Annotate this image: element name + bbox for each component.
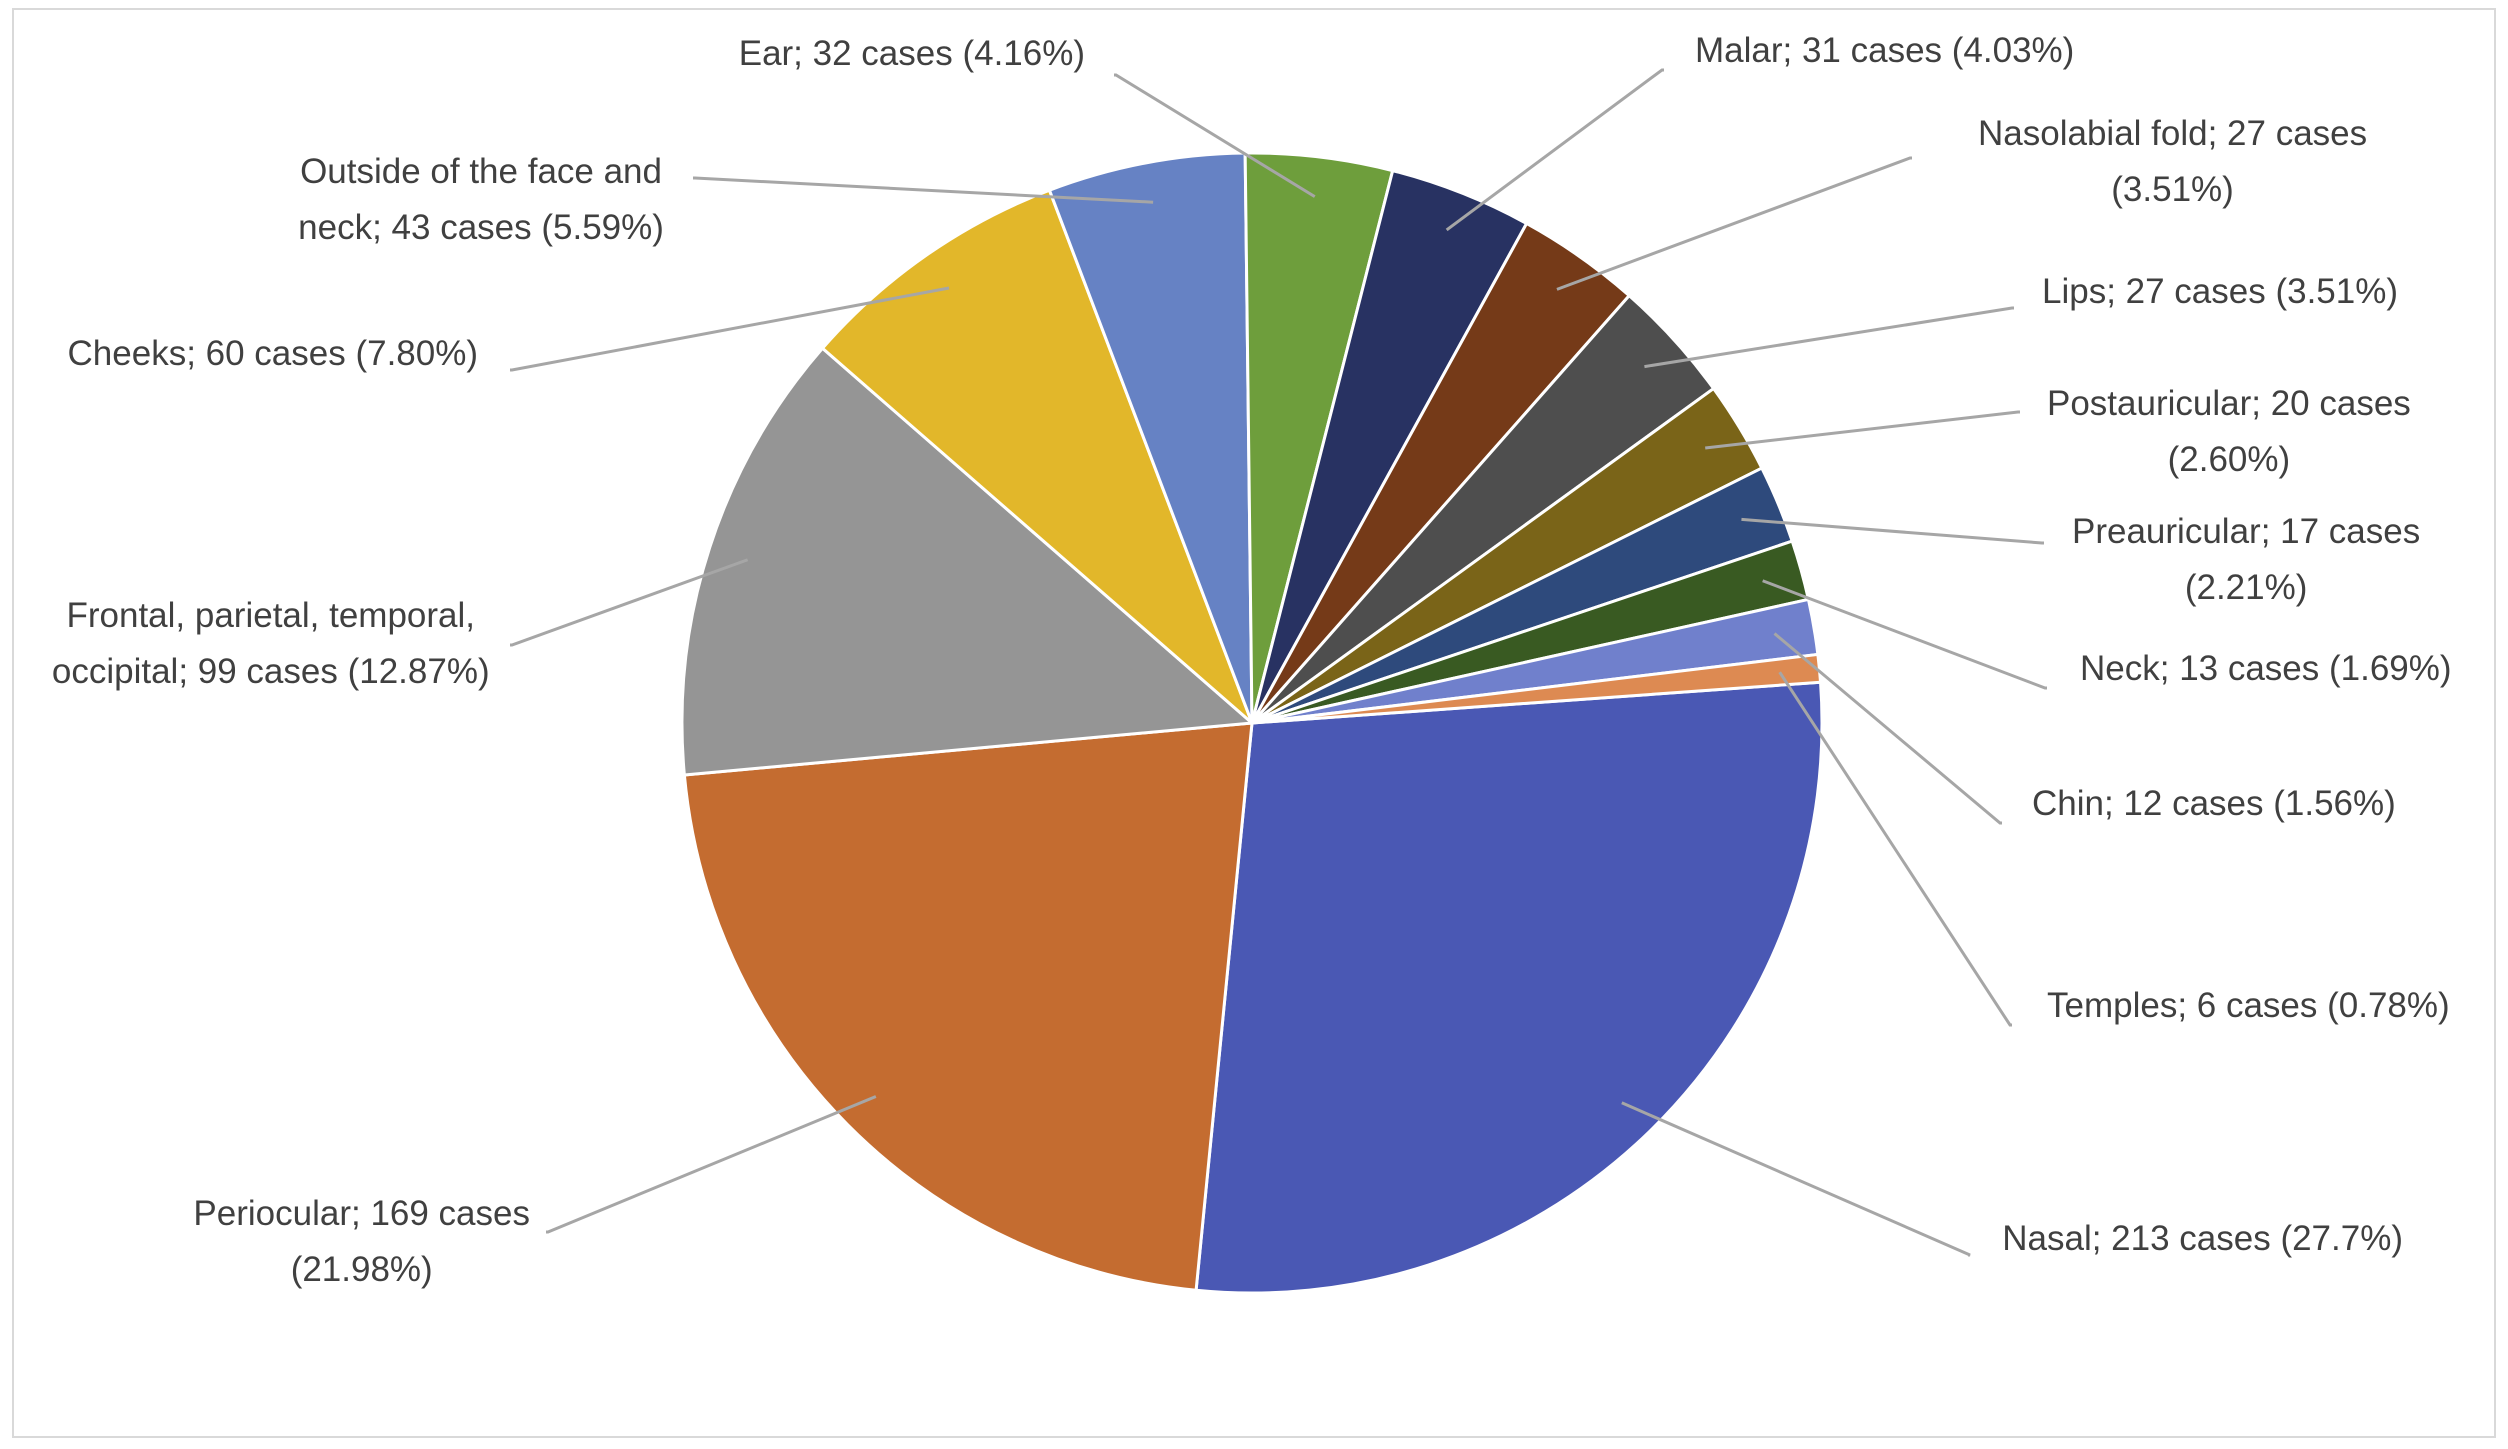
- leader-line-5: [1114, 73, 1316, 198]
- slice-label-3: Cheeks; 60 cases (7.80%): [68, 334, 478, 373]
- slice-label-line: Outside of the face and: [300, 152, 662, 191]
- pie-slice-4: [1047, 151, 1254, 724]
- pie-slices: [680, 151, 1824, 1295]
- slice-label-line: Nasolabial fold; 27 cases: [1978, 114, 2367, 153]
- leader-line-9: [1705, 410, 2020, 450]
- slice-label-line: Postauricular; 20 cases: [2047, 384, 2411, 423]
- leader-line-10: [1741, 517, 2044, 545]
- leader-line-7: [1556, 156, 1912, 291]
- leader-line-12: [1773, 632, 2002, 825]
- slice-label-line: Chin; 12 cases (1.56%): [2032, 784, 2396, 823]
- slice-label-line: Lips; 27 cases (3.51%): [2042, 272, 2398, 311]
- slice-label-line: (21.98%): [291, 1250, 433, 1289]
- slice-label-line: (3.51%): [2111, 170, 2234, 209]
- slice-label-8: Lips; 27 cases (3.51%): [2042, 272, 2398, 311]
- slice-label-line: Ear; 32 cases (4.16%): [739, 34, 1085, 73]
- leader-line-1: [546, 1095, 877, 1234]
- leader-line-11: [1762, 579, 2047, 690]
- slice-label-line: Frontal, parietal, temporal,: [66, 596, 475, 635]
- slice-label-13: Temples; 6 cases (0.78%): [2047, 986, 2450, 1025]
- slice-label-line: Preauricular; 17 cases: [2072, 512, 2420, 551]
- slice-label-line: Periocular; 169 cases: [193, 1194, 530, 1233]
- pie-slice-0: [1194, 680, 1824, 1295]
- leader-line-2: [510, 558, 749, 647]
- slice-label-11: Neck; 13 cases (1.69%): [2080, 649, 2452, 688]
- slice-label-4: Outside of the face and neck; 43 cases (5…: [298, 152, 664, 247]
- pie-slice-3: [820, 188, 1254, 725]
- pie-slice-13: [1251, 652, 1823, 725]
- slice-label-5: Ear; 32 cases (4.16%): [739, 34, 1085, 73]
- slice-label-10: Preauricular; 17 cases (2.21%): [2072, 512, 2420, 607]
- slice-label-line: occipital; 99 cases (12.87%): [52, 652, 490, 691]
- pie-slice-2: [680, 346, 1256, 777]
- slice-label-line: (2.60%): [2168, 440, 2291, 479]
- leader-line-3: [510, 286, 950, 372]
- slice-label-line: neck; 43 cases (5.59%): [298, 208, 664, 247]
- slice-label-0: Nasal; 213 cases (27.7%): [2002, 1219, 2403, 1258]
- slice-label-line: (2.21%): [2185, 568, 2308, 607]
- slice-labels: Nasal; 213 cases (27.7%) Periocular; 169 …: [52, 31, 2452, 1289]
- leader-line-4: [693, 176, 1154, 204]
- leader-line-8: [1644, 306, 2014, 369]
- leader-line-13: [1778, 671, 2012, 1027]
- slice-label-7: Nasolabial fold; 27 cases (3.51%): [1978, 114, 2367, 209]
- slice-label-line: Malar; 31 cases (4.03%): [1695, 31, 2074, 70]
- slice-label-line: Temples; 6 cases (0.78%): [2047, 986, 2450, 1025]
- slice-label-2: Frontal, parietal, temporal, occipital; 9…: [52, 596, 490, 691]
- slice-label-1: Periocular; 169 cases (21.98%): [193, 1194, 530, 1289]
- slice-label-line: Neck; 13 cases (1.69%): [2080, 649, 2452, 688]
- leader-lines: [510, 68, 2047, 1257]
- slice-label-line: Cheeks; 60 cases (7.80%): [68, 334, 478, 373]
- leader-line-6: [1445, 68, 1664, 232]
- slice-label-12: Chin; 12 cases (1.56%): [2032, 784, 2396, 823]
- slice-label-line: Nasal; 213 cases (27.7%): [2002, 1219, 2403, 1258]
- slice-label-9: Postauricular; 20 cases (2.60%): [2047, 384, 2411, 479]
- leader-line-0: [1621, 1101, 1971, 1257]
- slice-label-6: Malar; 31 cases (4.03%): [1695, 31, 2074, 70]
- pie-slice-1: [682, 721, 1254, 1292]
